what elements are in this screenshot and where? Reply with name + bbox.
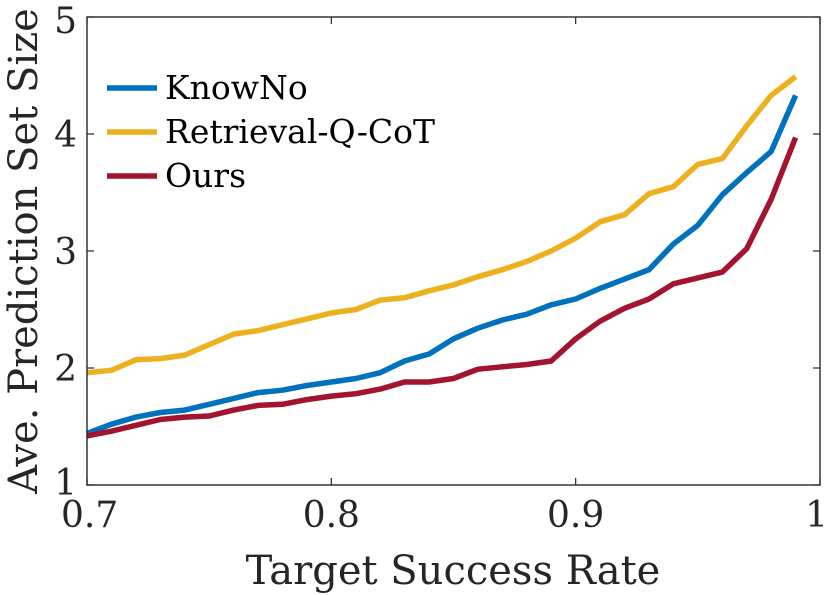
y-tick-label-1: 2: [54, 349, 77, 390]
x-axis-title: Target Success Rate: [246, 548, 661, 594]
x-tick-label-0: 0.7: [61, 495, 118, 536]
x-tick-label-3: 1: [805, 495, 828, 536]
series-layer: [86, 74, 799, 439]
legend-label-knowno: KnowNo: [165, 68, 308, 107]
series-line-knowno: [86, 94, 799, 437]
y-axis-title: Ave. Prediction Set Size: [1, 8, 47, 495]
legend-label-retrieval-q-cot: Retrieval-Q-CoT: [165, 112, 435, 151]
labels-layer: 0.7 0.8 0.9 1 1 2 3 4 5: [54, 1, 828, 536]
y-tick-label-0: 1: [54, 463, 77, 504]
x-tick-label-2: 0.9: [547, 495, 604, 536]
y-tick-label-2: 3: [54, 232, 77, 273]
series-line-retrieval-q-cot: [86, 74, 798, 376]
x-tick-label-1: 0.8: [303, 495, 360, 536]
legend-label-ours: Ours: [165, 156, 246, 195]
y-tick-label-4: 5: [54, 1, 77, 42]
legend: KnowNo Retrieval-Q-CoT Ours: [107, 68, 435, 195]
series-line-ours: [86, 136, 799, 439]
ticks-layer: [86, 16, 821, 486]
y-tick-label-3: 4: [54, 115, 77, 156]
